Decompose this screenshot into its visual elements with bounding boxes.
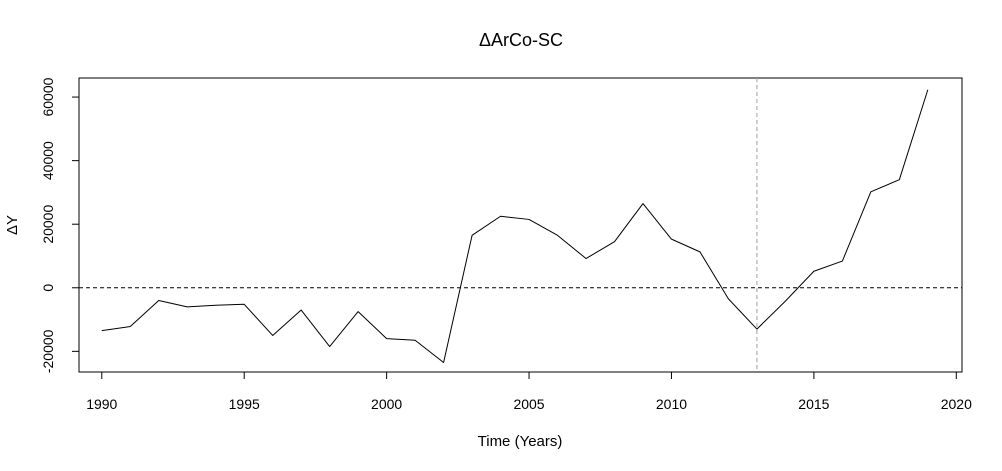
x-tick-label: 1995	[229, 396, 260, 412]
x-axis: 1990 1995 2000 2005 2010 2015 2020	[86, 371, 972, 412]
x-tick-label: 2020	[941, 396, 972, 412]
y-axis: -20000 0 20000 40000 60000	[40, 77, 80, 373]
y-tick-label: 0	[40, 284, 56, 292]
series-group	[101, 89, 929, 363]
x-tick-label: 2000	[371, 396, 402, 412]
y-tick-label: 40000	[40, 141, 56, 180]
x-tick-label: 2010	[656, 396, 687, 412]
x-axis-label: Time (Years)	[478, 433, 563, 450]
plot-area-frame	[78, 77, 963, 373]
y-tick-label: -20000	[40, 329, 56, 373]
x-tick-label: 2015	[798, 396, 829, 412]
y-axis-label: ΔY	[4, 215, 21, 235]
x-tick-label: 2005	[513, 396, 544, 412]
x-tick-label: 1990	[86, 396, 117, 412]
y-tick-label: 20000	[40, 205, 56, 244]
chart-title: ΔArCo-SC	[479, 30, 563, 50]
y-tick-label: 60000	[40, 77, 56, 116]
series-line	[101, 89, 929, 363]
